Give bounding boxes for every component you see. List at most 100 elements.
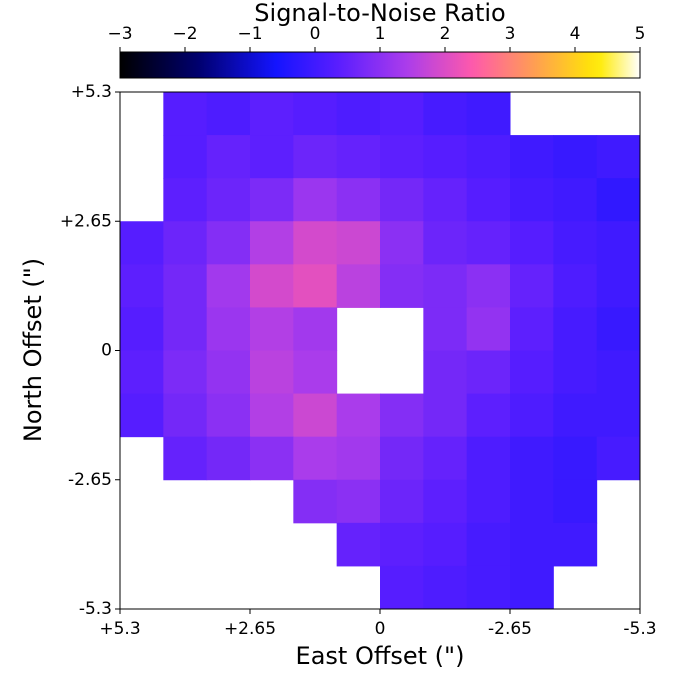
heatmap-cell (206, 436, 251, 481)
heatmap-cell (163, 92, 208, 136)
heatmap-cell (250, 264, 294, 308)
heatmap-cell (163, 221, 208, 265)
heatmap-cell (163, 350, 208, 395)
heatmap-cell (510, 135, 554, 179)
heatmap-cell (293, 307, 338, 351)
colorbar-tick-label: −3 (107, 24, 132, 44)
heatmap-cell (293, 350, 338, 395)
heatmap-cell (163, 393, 208, 438)
heatmap-cell (250, 221, 294, 265)
heatmap-cell (293, 92, 338, 136)
heatmap-cell (510, 307, 554, 351)
colorbar-tick-label: −2 (172, 24, 197, 44)
heatmap-cell (336, 393, 381, 438)
heatmap-cell (250, 178, 294, 222)
heatmap-cell (596, 307, 641, 351)
heatmap-cell (510, 221, 554, 265)
x-axis-label: East Offset (") (296, 642, 465, 670)
heatmap-cell (553, 264, 598, 308)
heatmap-cell (380, 436, 424, 481)
heatmap-cell (510, 436, 554, 481)
heatmap-cell (336, 479, 381, 524)
x-tick-label: 0 (375, 619, 386, 639)
heatmap-cell (466, 307, 511, 351)
heatmap-cell (466, 135, 511, 179)
heatmap-cell (163, 436, 208, 481)
heatmap-cell (423, 479, 468, 524)
heatmap-cell (423, 436, 468, 481)
heatmap-cell (380, 522, 424, 567)
heatmap-cell (466, 522, 511, 567)
heatmap-cell (336, 264, 381, 308)
heatmap-cell (553, 436, 598, 481)
heatmap-cell (336, 436, 381, 481)
heatmap-cell (596, 264, 641, 308)
heatmap-cell (293, 479, 338, 524)
heatmap-cell (206, 264, 251, 308)
heatmap-cell (336, 178, 381, 222)
heatmap-cell (380, 264, 424, 308)
heatmap-cell (553, 307, 598, 351)
heatmap-cell (596, 350, 641, 395)
x-tick-label: -2.65 (488, 619, 532, 639)
heatmap-cell (336, 522, 381, 567)
heatmap-cell (120, 221, 164, 265)
heatmap-cell (553, 393, 598, 438)
heatmap-cell (206, 92, 251, 136)
heatmap-cell (336, 135, 381, 179)
heatmap-cell (423, 350, 468, 395)
heatmap-cell (206, 221, 251, 265)
heatmap-cell (206, 307, 251, 351)
heatmap-cell (553, 479, 598, 524)
heatmap-cell (380, 565, 424, 610)
heatmap-cell (466, 565, 511, 610)
heatmap-cell (466, 479, 511, 524)
y-tick-label: +2.65 (60, 211, 112, 231)
heatmap-cell (293, 221, 338, 265)
heatmap-cell (423, 221, 468, 265)
heatmap-cell (596, 393, 641, 438)
heatmap-cell (163, 178, 208, 222)
heatmap-cell (380, 178, 424, 222)
heatmap-cell (120, 350, 164, 395)
heatmap-cell (423, 307, 468, 351)
heatmap-cell (510, 565, 554, 610)
heatmap-cell (250, 350, 294, 395)
heatmap-cell (163, 264, 208, 308)
heatmap-cell (250, 135, 294, 179)
heatmap-cell (206, 393, 251, 438)
heatmap-cell (293, 178, 338, 222)
heatmap-cell (206, 178, 251, 222)
heatmap-cell (293, 436, 338, 481)
y-axis-label: North Offset (") (19, 258, 47, 442)
heatmap-cell (250, 436, 294, 481)
heatmap-cell (163, 307, 208, 351)
x-tick-label: +5.3 (99, 619, 140, 639)
chart-title: Signal-to-Noise Ratio (254, 0, 505, 27)
heatmap-cell (250, 393, 294, 438)
y-tick-label: +5.3 (71, 82, 112, 102)
heatmap-cell (466, 436, 511, 481)
colorbar-tick-label: 0 (310, 24, 321, 44)
heatmap-cell (250, 307, 294, 351)
colorbar (119, 51, 641, 79)
y-tick-label: -5.3 (79, 599, 112, 619)
x-tick-label: -5.3 (623, 619, 656, 639)
colorbar-tick-label: 5 (635, 24, 646, 44)
heatmap-cell (206, 135, 251, 179)
x-tick-label: +2.65 (224, 619, 276, 639)
heatmap-cell (466, 92, 511, 136)
colorbar-tick-label: 4 (570, 24, 581, 44)
colorbar-tick-label: 2 (440, 24, 451, 44)
heatmap-cell (553, 350, 598, 395)
heatmap-cell (380, 92, 424, 136)
heatmap-cell (553, 178, 598, 222)
heatmap-cell (466, 178, 511, 222)
heatmap-cell (510, 264, 554, 308)
heatmap-cell (293, 264, 338, 308)
heatmap-cell (293, 393, 338, 438)
heatmap-cell (596, 221, 641, 265)
heatmap-cell (553, 522, 598, 567)
